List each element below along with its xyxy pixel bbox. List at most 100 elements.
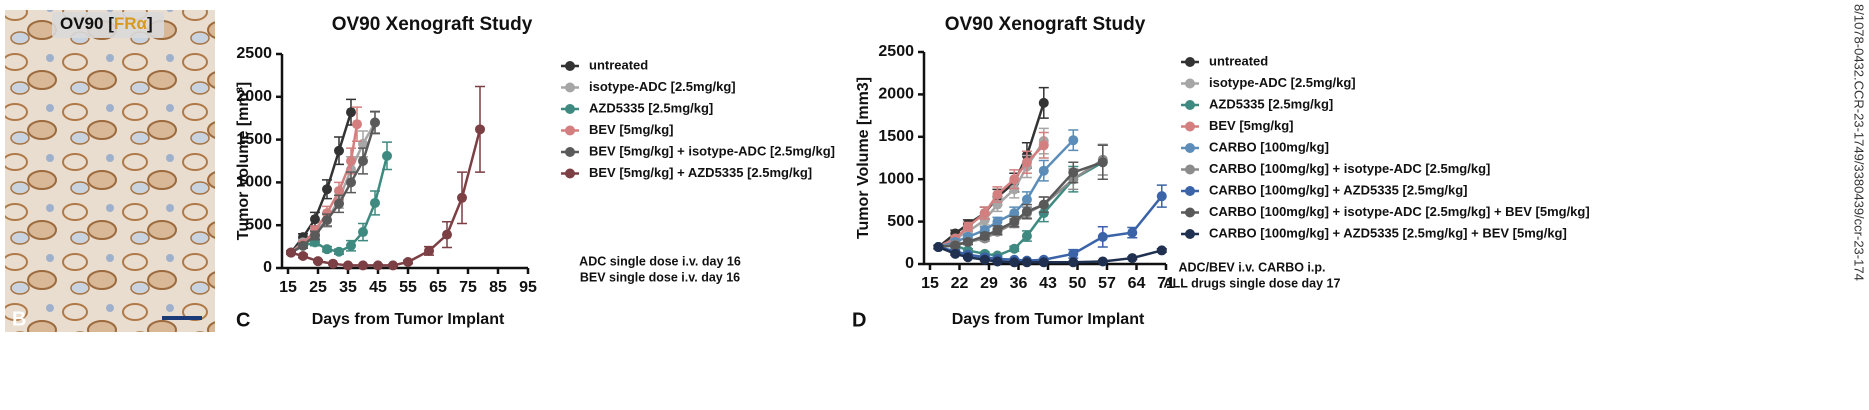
- data-point: [1127, 227, 1138, 238]
- data-point: [1038, 165, 1049, 176]
- x-tick-label: 50: [1069, 275, 1087, 292]
- data-point: [334, 198, 344, 209]
- y-tick-label: 500: [887, 213, 914, 230]
- title-box: [52, 12, 164, 38]
- x-tick-label: 64: [1128, 275, 1146, 292]
- data-point: [346, 177, 356, 188]
- legend-marker: [1185, 57, 1195, 67]
- data-point: [286, 247, 296, 258]
- legend-marker: [1185, 229, 1195, 239]
- data-point: [1021, 157, 1032, 168]
- data-point: [1009, 216, 1020, 227]
- legend-label: isotype-ADC [2.5mg/kg]: [1209, 75, 1356, 90]
- data-point: [346, 240, 356, 251]
- data-point: [334, 185, 344, 196]
- title-suffix: ]: [147, 14, 153, 33]
- data-point: [358, 156, 368, 166]
- legend-marker: [1185, 100, 1195, 110]
- data-point: [373, 260, 383, 271]
- data-point: [1021, 206, 1032, 217]
- data-point: [346, 156, 356, 166]
- annotation: BEV single dose i.v. day 16: [580, 270, 740, 284]
- data-point: [962, 221, 973, 232]
- data-point: [1068, 135, 1079, 146]
- y-axis-label: Tumor Volume [mm³]: [235, 82, 252, 241]
- data-point: [1021, 257, 1032, 268]
- data-point: [322, 244, 332, 255]
- data-point: [1021, 231, 1032, 242]
- data-point: [1097, 157, 1108, 168]
- data-point: [310, 230, 320, 241]
- data-point: [1097, 231, 1108, 242]
- legend-marker: [565, 147, 575, 157]
- x-tick-label: 57: [1098, 275, 1116, 292]
- data-point: [310, 214, 320, 225]
- data-point: [933, 242, 944, 253]
- legend-label: CARBO [100mg/kg] + isotype-ADC [2.5mg/kg…: [1209, 161, 1490, 176]
- annotation: ALL drugs single dose day 17: [1164, 276, 1341, 290]
- data-point: [334, 145, 344, 156]
- data-point: [992, 189, 1003, 200]
- data-point: [382, 150, 392, 161]
- data-point: [442, 229, 452, 240]
- side-note: 8/1078-0432.CCR-23-1749/3380439/ccr-23-1…: [1852, 4, 1867, 281]
- legend-label: untreated: [589, 57, 648, 72]
- data-point: [370, 197, 380, 208]
- data-point: [298, 251, 308, 262]
- x-axis-label: Days from Tumor Implant: [312, 311, 505, 328]
- data-point: [979, 231, 990, 242]
- legend-label: CARBO [100mg/kg] + isotype-ADC [2.5mg/kg…: [1209, 204, 1590, 219]
- x-tick-label: 22: [951, 275, 969, 292]
- y-tick-label: 2500: [878, 43, 914, 60]
- data-point: [1097, 256, 1108, 267]
- legend-marker: [1185, 207, 1195, 218]
- data-point: [979, 208, 990, 219]
- data-point: [1068, 167, 1079, 178]
- x-tick-label: 36: [1010, 275, 1028, 292]
- legend-marker: [565, 168, 575, 179]
- data-point: [424, 245, 434, 256]
- data-point: [346, 107, 356, 118]
- tissue-image: [5, 10, 215, 332]
- data-point: [313, 256, 323, 267]
- x-tick-label: 95: [519, 279, 537, 296]
- data-point: [950, 240, 961, 251]
- legend-label: BEV [5mg/kg] + isotype-ADC [2.5mg/kg]: [589, 143, 835, 158]
- chart: OV90 Xenograft Study C Days from Tumor Imp…: [235, 14, 835, 331]
- x-tick-label: 15: [921, 275, 939, 292]
- data-point: [1156, 245, 1167, 256]
- chart-title: OV90 Xenograft Study: [332, 14, 533, 35]
- data-point: [352, 119, 362, 130]
- data-point: [358, 227, 368, 238]
- chart: OV90 Xenograft Study D Days from Tumor Imp…: [852, 14, 1590, 331]
- x-tick-label: 75: [459, 279, 477, 296]
- y-tick-label: 1500: [878, 128, 914, 145]
- data-point: [979, 254, 990, 265]
- y-axis-label: Tumor Volume [mm3]: [855, 77, 872, 239]
- legend-label: CARBO [100mg/kg] + AZD5335 [2.5mg/kg]: [1209, 182, 1468, 197]
- chart-title: OV90 Xenograft Study: [945, 14, 1146, 35]
- y-tick-label: 1000: [878, 170, 914, 187]
- data-point: [992, 216, 1003, 227]
- x-tick-label: 45: [369, 279, 387, 296]
- data-point: [962, 252, 973, 263]
- data-point: [1021, 194, 1032, 205]
- data-point: [1009, 243, 1020, 254]
- data-point: [298, 240, 308, 251]
- legend-label: BEV [5mg/kg]: [589, 122, 674, 137]
- data-point: [328, 258, 338, 269]
- x-tick-label: 35: [339, 279, 357, 296]
- x-tick-label: 71: [1157, 275, 1175, 292]
- x-axis-label: Days from Tumor Implant: [952, 311, 1145, 328]
- x-tick-label: 25: [309, 279, 327, 296]
- data-point: [475, 124, 485, 135]
- legend-marker: [565, 125, 575, 136]
- legend-marker: [1185, 121, 1195, 132]
- panel-label: C: [236, 309, 250, 331]
- legend-marker: [565, 61, 575, 71]
- data-point: [1038, 97, 1049, 108]
- data-point: [322, 215, 332, 226]
- legend-marker: [565, 82, 575, 93]
- panel-label: D: [852, 309, 866, 331]
- legend-marker: [1185, 78, 1195, 89]
